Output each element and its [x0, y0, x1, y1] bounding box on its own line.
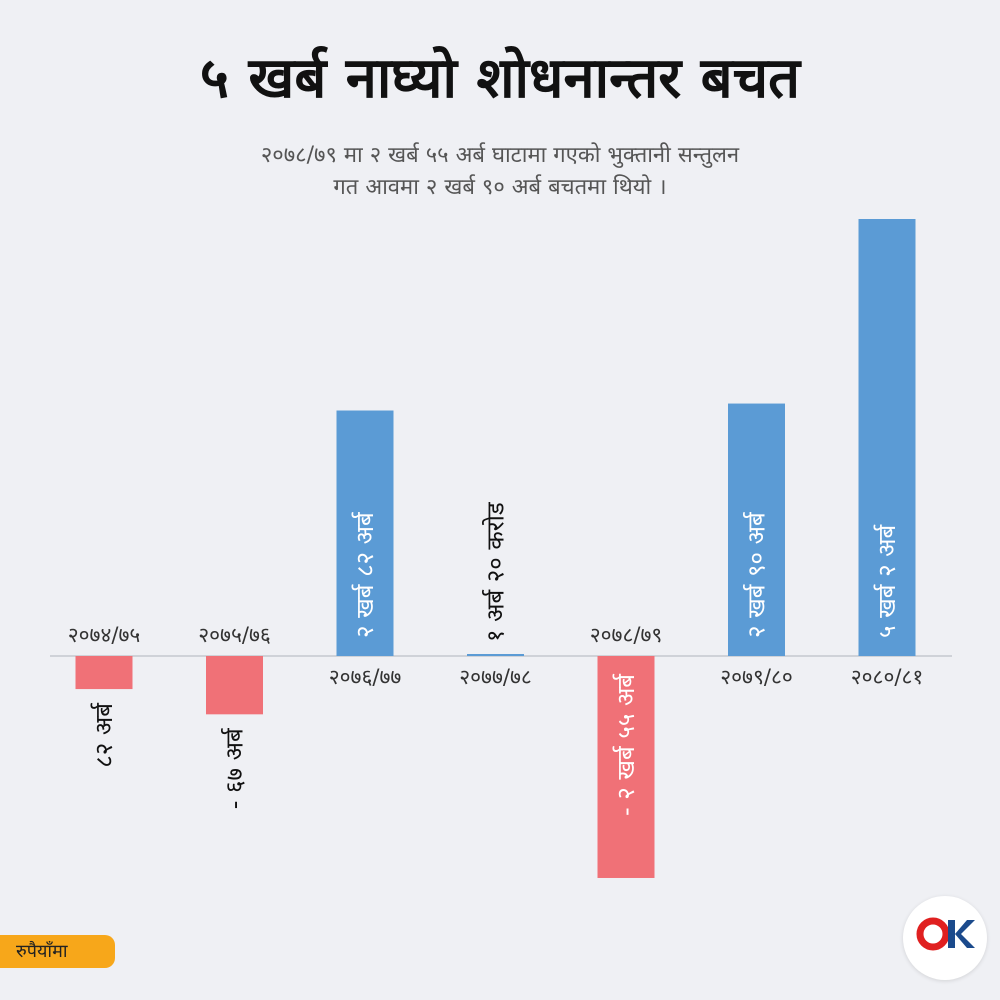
- page-subtitle: २०७८/७९ मा २ खर्ब ५५ अर्ब घाटामा गएको भु…: [0, 140, 1000, 204]
- bar-1: [75, 656, 133, 690]
- bar-4: [467, 654, 524, 656]
- data-label-4: १ अर्ब २० करोड: [482, 501, 510, 642]
- data-label-1: ८२ अर्ब: [90, 702, 118, 768]
- bar-7: [858, 219, 916, 656]
- category-label-1: २०७४/७५: [68, 623, 141, 647]
- bar-5: [597, 656, 655, 878]
- category-label-3: २०७६/७७: [329, 665, 402, 689]
- data-label-2: - ६७ अर्ब: [221, 727, 249, 809]
- data-label-5: - २ खर्ब ५५ अर्ब: [612, 673, 640, 816]
- category-label-4: २०७७/७८: [459, 665, 532, 689]
- page-title: ५ खर्ब नाघ्यो शोधनान्तर बचत: [199, 46, 801, 111]
- subtitle-line-1: २०७८/७९ मा २ खर्ब ५५ अर्ब घाटामा गएको भु…: [260, 143, 740, 168]
- subtitle-line-2: गत आवमा २ खर्ब ९० अर्ब बचतमा थियो ।: [333, 174, 667, 200]
- data-label-3: २ खर्ब ८२ अर्ब: [351, 511, 379, 638]
- category-label-6: २०७९/८०: [720, 665, 793, 689]
- data-label-6: २ खर्ब ९० अर्ब: [743, 511, 771, 638]
- category-label-5: २०७८/७९: [590, 623, 663, 647]
- bar-3: [336, 410, 394, 656]
- bar-6: [728, 403, 785, 656]
- category-label-2: २०७५/७६: [198, 623, 271, 647]
- bar-2: [206, 656, 263, 715]
- unit-badge: रुपैयाँमा: [0, 935, 115, 968]
- category-label-7: २०८०/८१: [851, 665, 924, 689]
- onlinekhabar-logo-icon: [903, 896, 987, 980]
- data-label-7: ५ खर्ब २ अर्ब: [873, 523, 901, 638]
